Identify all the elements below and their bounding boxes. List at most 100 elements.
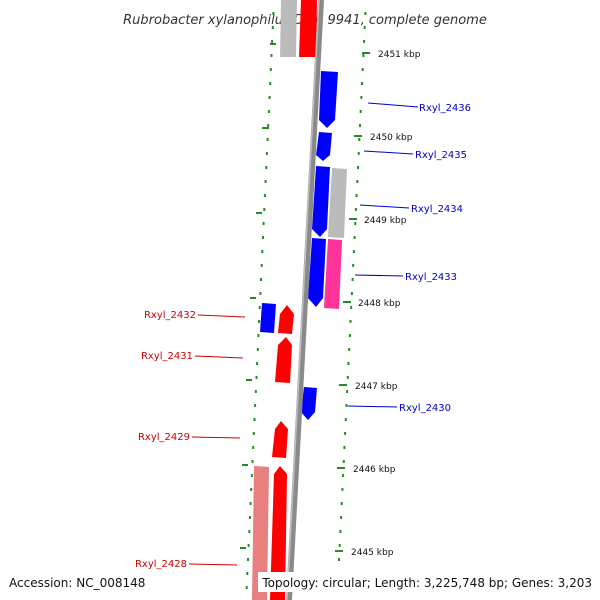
label-leader <box>194 355 244 359</box>
gene-rxyl-2432-blue[interactable] <box>260 303 276 333</box>
guide-dot <box>263 208 266 211</box>
light-gene-2428[interactable] <box>252 466 269 600</box>
label-leader <box>197 314 246 318</box>
guide-dot <box>354 222 357 225</box>
gene-label-rxyl-2430[interactable]: Rxyl_2430 <box>399 403 451 414</box>
guide-dot <box>353 236 356 239</box>
guide-dot <box>248 516 251 519</box>
guide-dot <box>260 278 262 281</box>
guide-dot <box>252 446 255 449</box>
guide-dot <box>342 474 345 477</box>
guide-dot <box>364 12 367 15</box>
guide-dot <box>256 362 259 365</box>
gene-label-rxyl-2433[interactable]: Rxyl_2433 <box>405 272 457 283</box>
gene-rxyl-2433[interactable] <box>308 238 326 307</box>
guide-dot <box>342 460 345 463</box>
guide-dot <box>346 390 349 393</box>
guide-dot <box>265 152 268 155</box>
gene-rxyl-2431[interactable] <box>275 337 292 383</box>
gene-label-rxyl-2436[interactable]: Rxyl_2436 <box>419 103 471 114</box>
genome-summary: Topology: circular; Length: 3,225,748 bp… <box>261 576 592 590</box>
guide-dot <box>269 68 272 71</box>
footer-left-bg <box>6 572 154 592</box>
kbp-label: 2449 kbp <box>364 216 407 226</box>
guide-dot <box>341 488 344 491</box>
guide-dot <box>248 530 251 533</box>
gene-rxyl-2435[interactable] <box>316 132 332 161</box>
gene-label-rxyl-2428[interactable]: Rxyl_2428 <box>135 559 187 570</box>
left-track-dashes <box>240 43 276 549</box>
guide-dot <box>343 446 346 449</box>
guide-dot <box>347 362 350 365</box>
guide-dot <box>266 138 269 141</box>
label-leader <box>347 405 398 408</box>
guide-dot <box>350 306 353 309</box>
guide-dot <box>363 26 366 29</box>
guide-dot <box>351 278 354 281</box>
dotted-guide-tracks <box>245 12 367 589</box>
guide-dot <box>264 180 267 183</box>
gene-rxyl-2430[interactable] <box>301 387 317 420</box>
guide-dot <box>340 502 343 505</box>
kbp-label: 2451 kbp <box>378 50 421 60</box>
genome-backbone <box>286 0 324 600</box>
pseudo-gene-2434[interactable] <box>328 168 347 238</box>
guide-dot <box>346 376 349 379</box>
guide-dot <box>250 474 253 477</box>
guide-dot <box>262 236 264 239</box>
guide-dot <box>363 40 366 43</box>
guide-dot <box>352 250 355 253</box>
guide-dot <box>358 138 361 141</box>
guide-dot <box>259 292 262 295</box>
guide-dot <box>361 68 364 71</box>
genome-backbone-highlight <box>286 0 320 600</box>
gene-label-rxyl-2434[interactable]: Rxyl_2434 <box>411 204 463 215</box>
gene-rxyl-2434[interactable] <box>312 166 330 237</box>
guide-dot <box>247 558 249 561</box>
guide-dot <box>255 376 258 379</box>
guide-dot <box>267 110 270 113</box>
guide-dot <box>257 334 260 337</box>
guide-dot <box>250 488 253 491</box>
footer-right-bg <box>258 572 594 592</box>
gene-rxyl-2436[interactable] <box>319 71 338 128</box>
gene-rxyl-2429[interactable] <box>272 421 288 458</box>
guide-dot <box>268 96 271 99</box>
gene-label-rxyl-2432[interactable]: Rxyl_2432 <box>144 310 196 321</box>
guide-dot <box>348 334 351 337</box>
pseudo-gene-top[interactable] <box>280 0 297 57</box>
guide-dot <box>260 264 263 267</box>
guide-dot <box>247 544 250 547</box>
guide-dot <box>338 558 340 561</box>
gene-rxyl-2428[interactable] <box>270 466 287 600</box>
guide-dot <box>253 418 256 421</box>
gene-top-forward[interactable] <box>299 0 317 57</box>
guide-dot <box>355 194 358 197</box>
gene-label-rxyl-2431[interactable]: Rxyl_2431 <box>141 351 193 362</box>
guide-dot <box>340 516 343 519</box>
guide-dot <box>246 572 249 575</box>
gene-rxyl-2432[interactable] <box>278 305 294 334</box>
rna-gene-2433[interactable] <box>324 239 342 309</box>
guide-dot <box>350 292 353 295</box>
gene-track <box>252 0 347 600</box>
guide-dot <box>249 502 252 505</box>
guide-dot <box>361 82 363 85</box>
kbp-label: 2450 kbp <box>370 133 413 143</box>
guide-dot <box>348 348 351 351</box>
guide-dot <box>359 124 361 127</box>
gene-label-rxyl-2429[interactable]: Rxyl_2429 <box>138 432 190 443</box>
guide-dot <box>349 320 352 323</box>
guide-dot <box>256 348 259 351</box>
guide-dot <box>251 460 254 463</box>
guide-dot <box>265 166 268 169</box>
label-leader <box>367 102 419 108</box>
guide-dot <box>271 40 274 43</box>
guide-dot <box>271 26 274 29</box>
guide-dot <box>258 306 261 309</box>
gene-label-rxyl-2435[interactable]: Rxyl_2435 <box>415 150 467 161</box>
guide-dot <box>245 586 248 589</box>
guide-dot <box>261 250 264 253</box>
guide-dot <box>254 390 257 393</box>
